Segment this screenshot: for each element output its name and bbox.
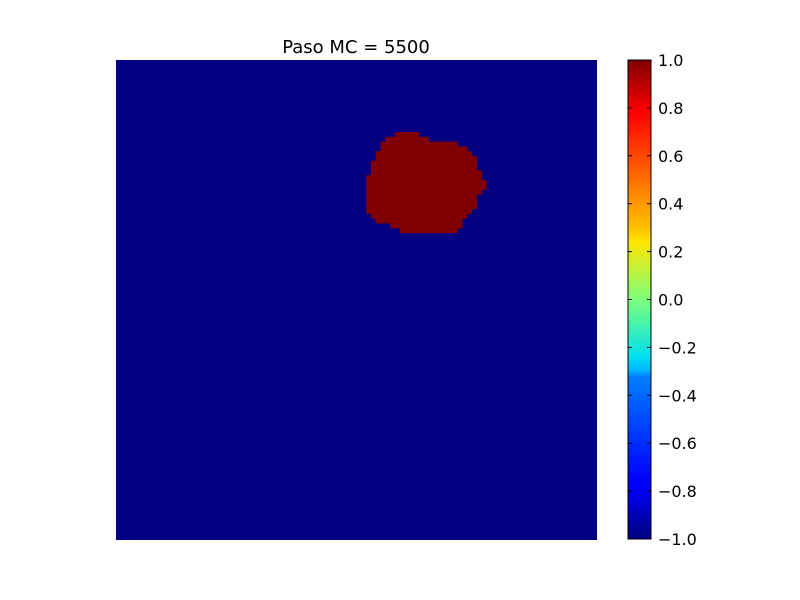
colorbar-tick-label: −0.8 bbox=[658, 482, 697, 501]
colorbar: 1.0 0.8 0.6 0.4 0.2 0.0 −0.2 −0.4 −0.6 −0.8 −1.0 bbox=[627, 51, 697, 549]
colorbar-tick-label: 0.2 bbox=[658, 243, 683, 262]
colorbar-tick-label: 0.6 bbox=[658, 147, 683, 166]
cluster-row-10 bbox=[366, 180, 487, 186]
colorbar-tick-label: 0.8 bbox=[658, 99, 683, 118]
colorbar-gradient bbox=[628, 60, 651, 539]
colorbar-tick-label: 0.4 bbox=[658, 195, 683, 214]
cluster-row-16 bbox=[366, 208, 473, 214]
cluster-row-17 bbox=[370, 213, 468, 219]
heatmap-background bbox=[116, 60, 597, 540]
cluster-row-12 bbox=[366, 189, 482, 195]
cluster-row-15 bbox=[366, 204, 478, 210]
cluster-row-8 bbox=[370, 170, 482, 176]
colorbar-tick-label: −0.4 bbox=[658, 386, 697, 405]
colorbar-tick-label: −0.6 bbox=[658, 434, 697, 453]
colorbar-tick-label: 0.0 bbox=[658, 291, 683, 310]
cluster-row-19 bbox=[390, 223, 463, 229]
colorbar-tick-label: 1.0 bbox=[658, 51, 683, 70]
cluster-row-13 bbox=[366, 194, 478, 200]
cluster-row-11 bbox=[366, 184, 487, 190]
cluster-row-14 bbox=[366, 199, 478, 205]
chart-title: Paso MC = 5500 bbox=[282, 37, 430, 58]
cluster-row-2 bbox=[380, 141, 458, 147]
colorbar-tick-label: −1.0 bbox=[658, 530, 697, 549]
cluster-row-4 bbox=[375, 151, 473, 157]
cluster bbox=[366, 132, 487, 234]
cluster-row-7 bbox=[370, 165, 478, 171]
cluster-row-3 bbox=[380, 146, 468, 152]
colorbar-ticks: 1.0 0.8 0.6 0.4 0.2 0.0 −0.2 −0.4 −0.6 −0.8 −1.0 bbox=[628, 51, 697, 549]
cluster-row-9 bbox=[366, 175, 482, 181]
cluster-row-1 bbox=[385, 136, 429, 142]
heatmap bbox=[116, 60, 597, 540]
cluster-row-6 bbox=[370, 160, 478, 166]
cluster-row-5 bbox=[375, 156, 478, 162]
cluster-row-0 bbox=[394, 132, 420, 138]
cluster-row-18 bbox=[375, 218, 463, 224]
colorbar-tick-label: −0.2 bbox=[658, 338, 697, 357]
cluster-row-20 bbox=[399, 228, 458, 234]
